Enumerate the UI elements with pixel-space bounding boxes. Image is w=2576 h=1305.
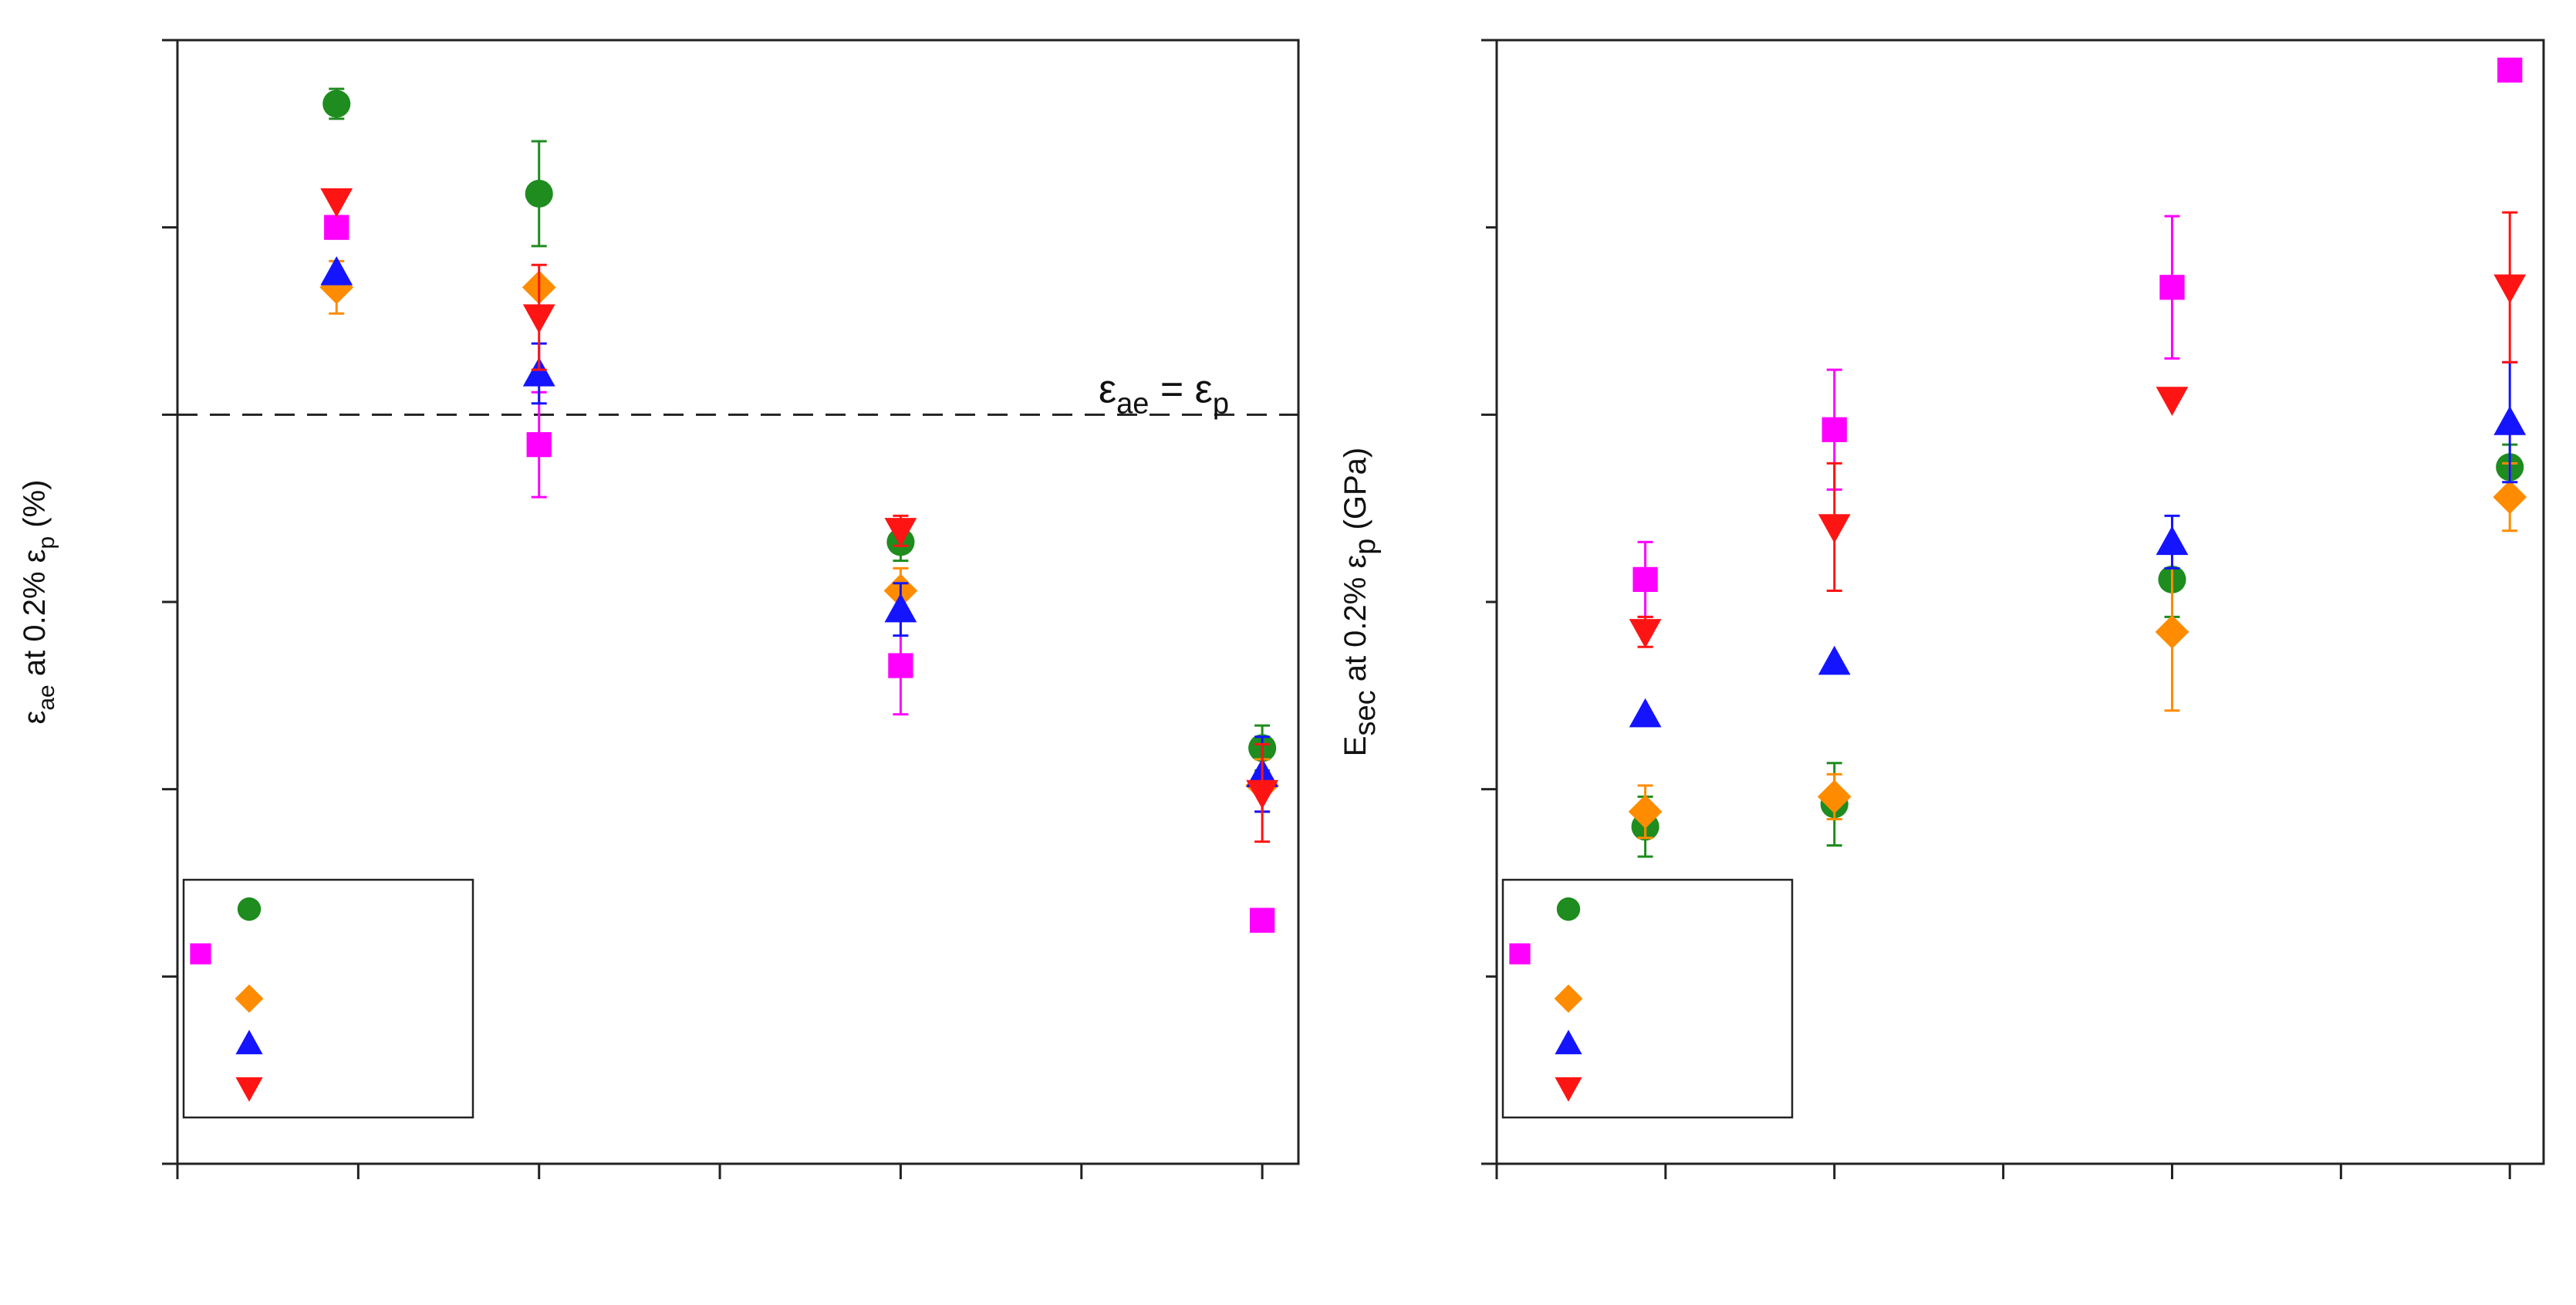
series-am60 (1629, 360, 2527, 728)
data-point (2493, 406, 2527, 435)
chart-panel-b: Esec at 0.2% εp (GPa) (1339, 39, 2545, 1179)
legend-marker (235, 984, 264, 1013)
legend-marker (1554, 984, 1583, 1013)
legend-marker (235, 1077, 263, 1102)
reference-line-label: εae = εp (1099, 367, 1229, 420)
legend-marker (1509, 943, 1531, 965)
data-point (320, 188, 353, 218)
series-ae44 (1631, 443, 2524, 858)
data-point (2493, 274, 2527, 304)
legend (182, 878, 474, 1119)
y-axis-title: εae at 0.2% εp (%) (18, 480, 59, 725)
data-point (322, 90, 351, 118)
legend-marker (1556, 897, 1581, 921)
legend-marker (1555, 1077, 1582, 1102)
data-point (2159, 275, 2185, 300)
data-point (1246, 779, 1279, 810)
data-point (884, 518, 917, 547)
series-ae44 (322, 87, 1277, 772)
data-point (1817, 779, 1852, 814)
data-point (522, 304, 555, 334)
data-point (1629, 619, 1662, 648)
data-point (1249, 908, 1275, 933)
legend-marker (235, 1029, 263, 1055)
data-point (324, 215, 349, 240)
data-point (2493, 480, 2527, 514)
data-point (1632, 566, 1658, 593)
legend (1501, 878, 1794, 1119)
legend-marker (1555, 1029, 1582, 1055)
data-point (888, 653, 913, 678)
chart-panel-a: εae at 0.2% εp (%) εae = εp (18, 39, 1300, 1179)
data-point (526, 432, 552, 458)
data-point (2497, 57, 2523, 83)
data-point (1628, 794, 1663, 829)
series-az91 (320, 188, 1279, 844)
series-am40 (319, 259, 1279, 813)
data-point (2156, 526, 2189, 556)
series-t5-aged-ae44 (324, 215, 1275, 933)
data-point (1818, 514, 1851, 543)
series-am60 (320, 256, 1279, 813)
legend-box (1501, 878, 1794, 1119)
data-point (320, 256, 353, 286)
legend-marker (190, 943, 211, 965)
data-point (522, 357, 555, 387)
series-am40 (1628, 461, 2527, 840)
legend-marker (237, 897, 262, 921)
series-az91 (1629, 211, 2527, 648)
legend-box (182, 878, 474, 1119)
data-point (1821, 417, 1847, 442)
data-point (2156, 387, 2189, 416)
data-point (884, 593, 917, 623)
y-axis-title: Esec at 0.2% εp (GPa) (1339, 448, 1382, 756)
data-point (1629, 698, 1662, 728)
data-point (1818, 645, 1851, 675)
series-t5-aged-ae44 (1632, 57, 2523, 618)
data-point (525, 179, 553, 208)
data-point (2155, 614, 2189, 649)
